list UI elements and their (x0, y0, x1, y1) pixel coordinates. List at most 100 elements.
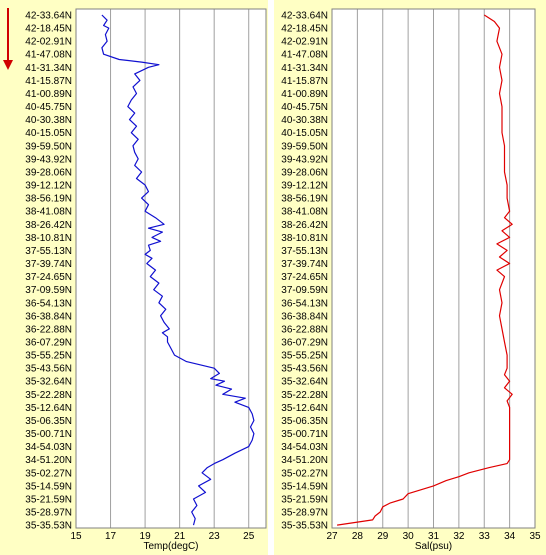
y-tick-label: 35-28.97N (25, 508, 72, 519)
x-tick-label: 17 (105, 531, 117, 542)
y-tick-label: 35-12.64N (25, 403, 72, 414)
y-tick-label: 39-28.06N (281, 167, 328, 178)
y-tick-label: 38-56.19N (25, 194, 72, 205)
y-tick-label: 36-54.13N (281, 298, 328, 309)
y-tick-label: 42-02.91N (281, 37, 328, 48)
y-tick-label: 42-18.45N (25, 24, 72, 35)
y-tick-label: 38-41.08N (281, 207, 328, 218)
y-tick-label: 39-28.06N (25, 167, 72, 178)
y-tick-label: 38-41.08N (25, 207, 72, 218)
y-tick-label: 38-26.42N (281, 220, 328, 231)
y-tick-label: 38-26.42N (25, 220, 72, 231)
y-tick-label: 35-55.25N (281, 351, 328, 362)
y-tick-label: 35-32.64N (25, 377, 72, 388)
y-tick-label: 38-56.19N (281, 194, 328, 205)
y-tick-label: 37-39.74N (281, 259, 328, 270)
x-tick-label: 15 (70, 531, 82, 542)
y-tick-label: 34-54.03N (25, 442, 72, 453)
y-tick-label: 39-59.50N (281, 141, 328, 152)
x-tick-label: 27 (326, 531, 338, 542)
y-tick-label: 41-15.87N (281, 76, 328, 87)
y-tick-label: 35-02.27N (25, 468, 72, 479)
chart-panel-1: 15 17 19 21 23 25 42-33.64N 42-18.45N 42-02.91N 4… (0, 0, 268, 555)
x-tick-label: 25 (243, 531, 255, 542)
y-tick-label: 38-10.81N (281, 233, 328, 244)
y-tick-label: 36-07.29N (281, 338, 328, 349)
y-tick-label: 35-00.71N (25, 429, 72, 440)
plot-area (76, 9, 266, 528)
y-tick-label: 39-43.92N (281, 154, 328, 165)
y-tick-label: 39-12.12N (25, 181, 72, 192)
y-tick-label: 35-32.64N (281, 377, 328, 388)
y-tick-label: 37-09.59N (281, 285, 328, 296)
y-tick-label: 36-07.29N (25, 338, 72, 349)
plot-frame (331, 8, 536, 529)
y-tick-label: 37-09.59N (25, 285, 72, 296)
y-tick-label: 35-55.25N (25, 351, 72, 362)
x-tick-label: 34 (504, 531, 516, 542)
y-tick-label: 40-45.75N (25, 102, 72, 113)
x-tick-label: 33 (479, 531, 491, 542)
y-tick-label: 41-31.34N (25, 63, 72, 74)
x-tick-label: 28 (352, 531, 364, 542)
x-tick-label: 29 (377, 531, 389, 542)
y-tick-label: 35-35.53N (281, 521, 328, 532)
y-tick-label: 42-33.64N (25, 11, 72, 22)
y-tick-label: 36-54.13N (25, 298, 72, 309)
y-tick-label: 41-00.89N (281, 89, 328, 100)
chart-panel-2: 27 28 29 30 31 32 33 34 35 42-33.64N 42-18.45N 42-0… (274, 0, 546, 555)
y-tick-label: 40-30.38N (25, 115, 72, 126)
y-tick-label: 42-33.64N (281, 11, 328, 22)
y-tick-label: 36-38.84N (25, 311, 72, 322)
y-tick-label: 39-43.92N (25, 154, 72, 165)
y-tick-label: 34-51.20N (25, 455, 72, 466)
y-tick-label: 39-59.50N (25, 141, 72, 152)
y-tick-label: 35-12.64N (281, 403, 328, 414)
x-axis-label: Sal(psu) (415, 541, 452, 552)
y-tick-label: 40-30.38N (281, 115, 328, 126)
y-tick-label: 37-24.65N (25, 272, 72, 283)
y-tick-label: 35-06.35N (281, 416, 328, 427)
x-tick-label: 31 (428, 531, 440, 542)
y-tick-label: 35-43.56N (281, 364, 328, 375)
x-tick-label: 35 (529, 531, 541, 542)
y-tick-label: 35-28.97N (281, 508, 328, 519)
y-tick-label: 36-22.88N (281, 324, 328, 335)
y-tick-label: 34-51.20N (281, 455, 328, 466)
y-tick-label: 35-14.59N (281, 481, 328, 492)
y-tick-label: 41-47.08N (25, 50, 72, 61)
y-tick-label: 35-35.53N (25, 521, 72, 532)
y-tick-label: 41-15.87N (25, 76, 72, 87)
x-axis-label: Temp(degC) (143, 541, 198, 552)
y-tick-label: 41-47.08N (281, 50, 328, 61)
x-tick-label: 19 (140, 531, 152, 542)
direction-arrow-icon (3, 60, 13, 70)
y-tick-label: 38-10.81N (25, 233, 72, 244)
y-tick-label: 40-15.05N (281, 128, 328, 139)
x-tick-label: 21 (174, 531, 186, 542)
y-tick-label: 37-55.13N (281, 246, 328, 257)
y-tick-label: 40-15.05N (25, 128, 72, 139)
y-tick-label: 37-39.74N (25, 259, 72, 270)
y-tick-label: 35-06.35N (25, 416, 72, 427)
y-tick-label: 35-14.59N (25, 481, 72, 492)
y-tick-label: 41-31.34N (281, 63, 328, 74)
y-tick-label: 35-02.27N (281, 468, 328, 479)
y-tick-label: 35-00.71N (281, 429, 328, 440)
y-tick-label: 40-45.75N (281, 102, 328, 113)
y-tick-label: 41-00.89N (25, 89, 72, 100)
y-tick-label: 37-55.13N (25, 246, 72, 257)
x-tick-label: 32 (453, 531, 465, 542)
y-tick-label: 42-02.91N (25, 37, 72, 48)
y-tick-label: 36-22.88N (25, 324, 72, 335)
y-tick-label: 35-21.59N (281, 494, 328, 505)
series-line-1 (337, 14, 513, 526)
y-tick-label: 36-38.84N (281, 311, 328, 322)
y-tick-label: 35-21.59N (25, 494, 72, 505)
x-tick-label: 23 (209, 531, 221, 542)
series-line-1 (101, 14, 255, 526)
x-tick-label: 30 (403, 531, 415, 542)
y-tick-label: 39-12.12N (281, 181, 328, 192)
